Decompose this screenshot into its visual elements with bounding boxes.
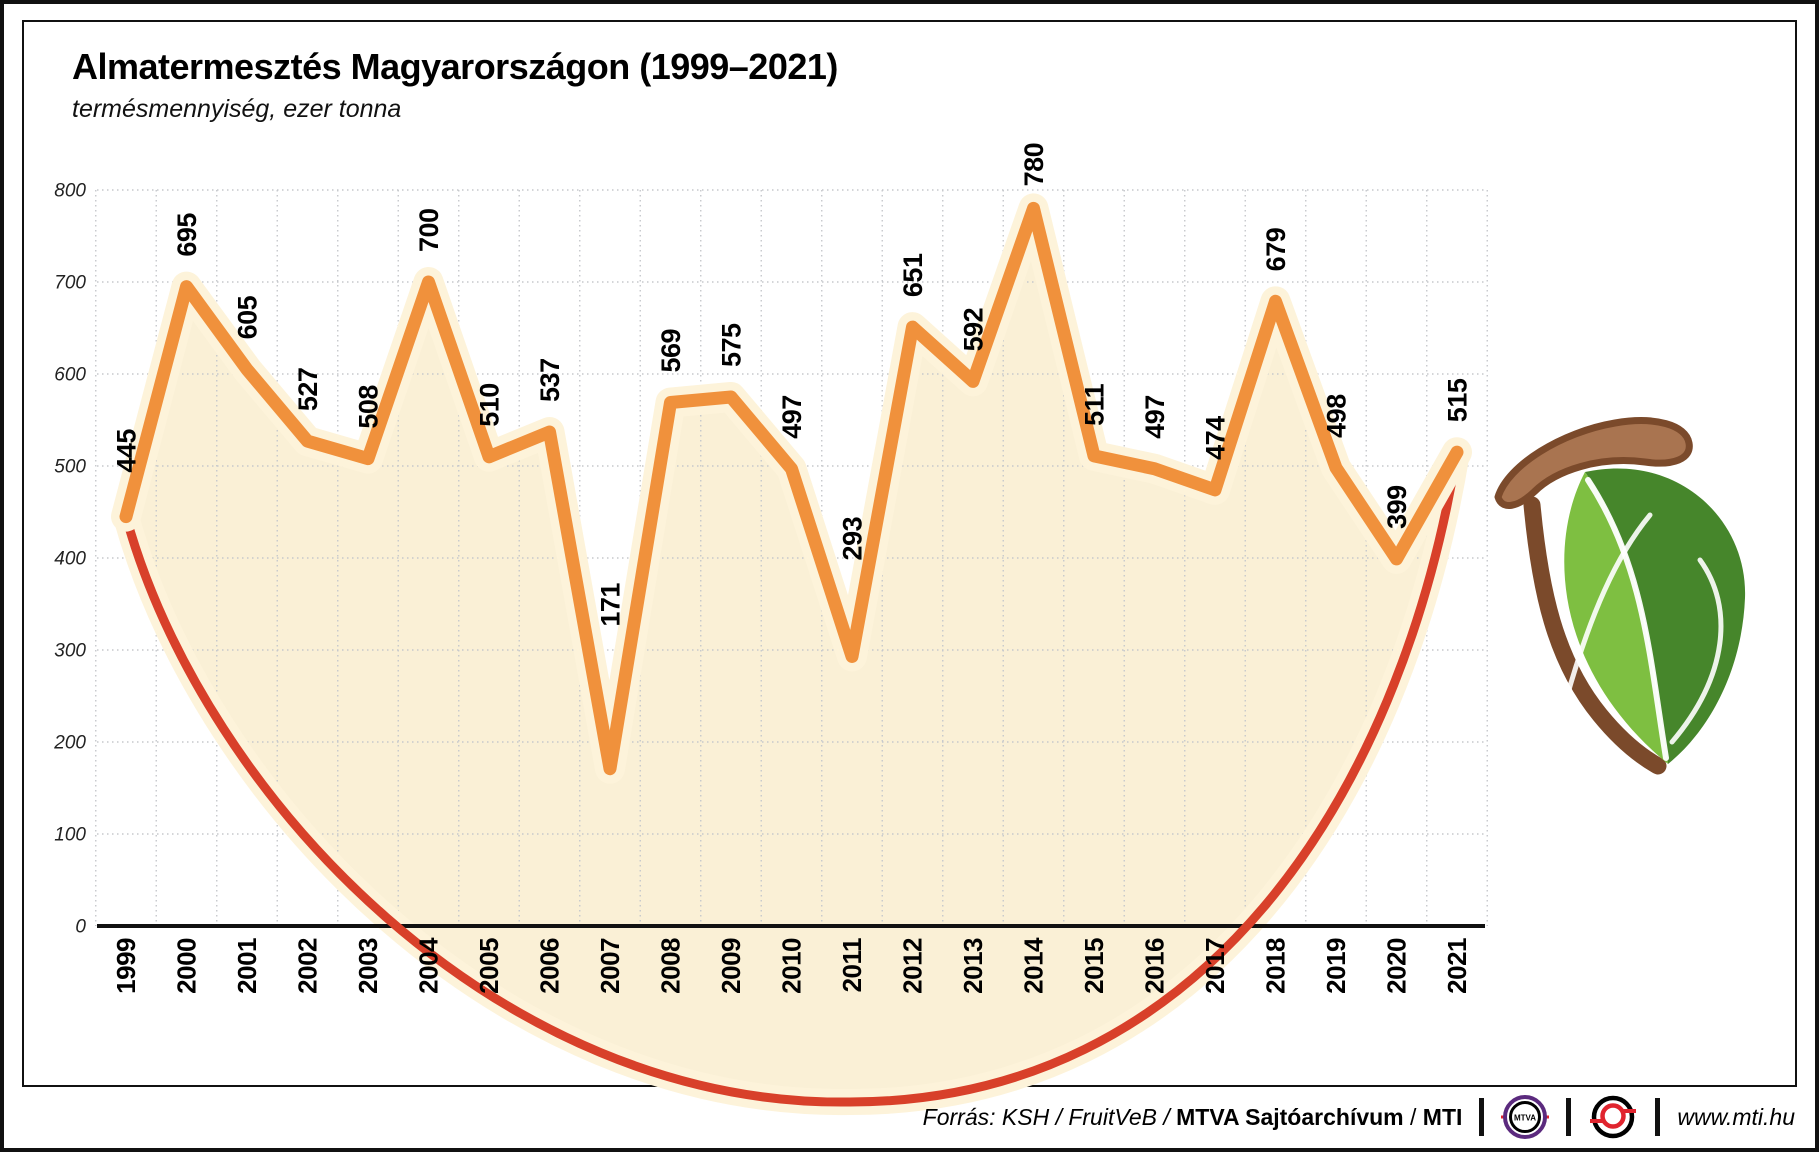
apple-skin-arc <box>121 447 1462 1107</box>
y-axis-labels: 0 100 200 300 400 500 600 700 800 <box>53 181 86 938</box>
year-label-2003: 2003 <box>353 938 383 994</box>
data-label-2013: 592 <box>959 308 989 352</box>
y-tick-label: 100 <box>54 825 86 846</box>
y-tick-label: 600 <box>54 365 86 386</box>
year-label-2004: 2004 <box>414 937 444 994</box>
leaf-light-half <box>1564 472 1668 764</box>
data-label-2005: 510 <box>475 383 505 427</box>
data-line <box>119 201 1464 776</box>
apple-stem <box>1494 417 1693 509</box>
leaf-highlight-right <box>1669 557 1724 745</box>
year-label-2000: 2000 <box>172 938 202 994</box>
y-tick-label: 200 <box>53 733 86 754</box>
data-label-2004: 700 <box>414 208 444 252</box>
y-tick-label: 0 <box>75 917 86 938</box>
data-label-2015: 511 <box>1080 383 1110 426</box>
year-label-2013: 2013 <box>958 938 988 994</box>
data-label-2008: 569 <box>656 328 686 372</box>
year-label-2014: 2014 <box>1019 937 1049 994</box>
data-label-2014: 780 <box>1019 143 1049 187</box>
data-label-2018: 679 <box>1261 227 1291 271</box>
data-label-2000: 695 <box>172 213 202 257</box>
data-label-2010: 497 <box>777 395 807 439</box>
mti-logo <box>1590 1095 1637 1139</box>
year-label-2015: 2015 <box>1079 938 1109 994</box>
data-label-2009: 575 <box>717 323 747 367</box>
year-label-2021: 2021 <box>1442 938 1472 994</box>
apple-stem-leaf-graphic <box>1494 417 1746 775</box>
gridlines <box>95 189 1488 926</box>
footer-divider <box>1479 1098 1485 1136</box>
year-label-2017: 2017 <box>1200 938 1230 994</box>
year-label-2007: 2007 <box>595 938 625 994</box>
data-labels: 445 695 605 527 508 700 510 537 171 569 575 497 293 6… <box>112 143 1473 627</box>
data-label-2020: 399 <box>1382 485 1412 529</box>
title-block: Almatermesztés Magyarországon (1999–2021… <box>72 46 838 124</box>
year-labels: 1999 2000 2001 2002 2003 2004 2005 2006 2007 2008… <box>111 937 1472 994</box>
data-label-2002: 527 <box>293 368 323 412</box>
footer-divider <box>1655 1098 1661 1136</box>
data-label-1999: 445 <box>112 429 142 473</box>
data-label-2003: 508 <box>354 385 384 429</box>
data-label-2007: 171 <box>596 583 626 627</box>
data-label-2011: 293 <box>838 516 868 560</box>
year-label-2010: 2010 <box>777 938 807 994</box>
apple-slice-fill <box>126 208 1457 1103</box>
year-label-2020: 2020 <box>1382 938 1412 994</box>
footer-divider <box>1566 1098 1572 1136</box>
y-tick-label: 800 <box>54 181 86 202</box>
source-credit: Forrás: KSH / FruitVeB / MTVA Sajtóarchí… <box>922 1103 1463 1130</box>
year-label-2012: 2012 <box>898 938 928 994</box>
year-label-2011: 2011 <box>837 938 867 992</box>
svg-text:MTVA: MTVA <box>1514 1114 1536 1123</box>
data-label-2012: 651 <box>898 253 928 297</box>
website-link[interactable]: www.mti.hu <box>1677 1103 1795 1130</box>
page-subtitle: termésmennyiség, ezer tonna <box>72 95 402 123</box>
y-tick-label: 700 <box>54 273 86 294</box>
year-label-2002: 2002 <box>293 938 323 994</box>
leaf-highlight-left <box>1563 512 1653 703</box>
year-label-2001: 2001 <box>232 938 262 994</box>
year-label-2009: 2009 <box>716 938 746 994</box>
year-label-2005: 2005 <box>474 938 504 994</box>
y-tick-label: 300 <box>54 641 86 662</box>
year-label-2016: 2016 <box>1140 938 1170 994</box>
apple-stalk <box>1523 496 1667 775</box>
leaf-main-vein <box>1585 477 1669 761</box>
data-label-2016: 497 <box>1140 395 1170 439</box>
chart-layer: 0 100 200 300 400 500 600 700 800 1999 2000 2001 200… <box>53 143 1488 1116</box>
footer-bar: Forrás: KSH / FruitVeB / MTVA Sajtóarchí… <box>923 1091 1795 1143</box>
data-label-2001: 605 <box>233 295 263 339</box>
y-tick-label: 500 <box>54 457 86 478</box>
data-label-2019: 498 <box>1322 394 1352 438</box>
year-label-2006: 2006 <box>535 938 565 994</box>
page-title: Almatermesztés Magyarországon (1999–2021… <box>72 46 838 87</box>
data-label-2021: 515 <box>1443 378 1473 422</box>
year-label-1999: 1999 <box>111 938 141 994</box>
year-label-2008: 2008 <box>656 938 686 994</box>
y-tick-label: 400 <box>54 549 86 570</box>
year-label-2018: 2018 <box>1261 938 1291 994</box>
mtva-logo: MTVA <box>1501 1095 1550 1139</box>
data-label-2006: 537 <box>535 358 565 402</box>
data-label-2017: 474 <box>1201 416 1231 460</box>
year-label-2019: 2019 <box>1321 938 1351 994</box>
